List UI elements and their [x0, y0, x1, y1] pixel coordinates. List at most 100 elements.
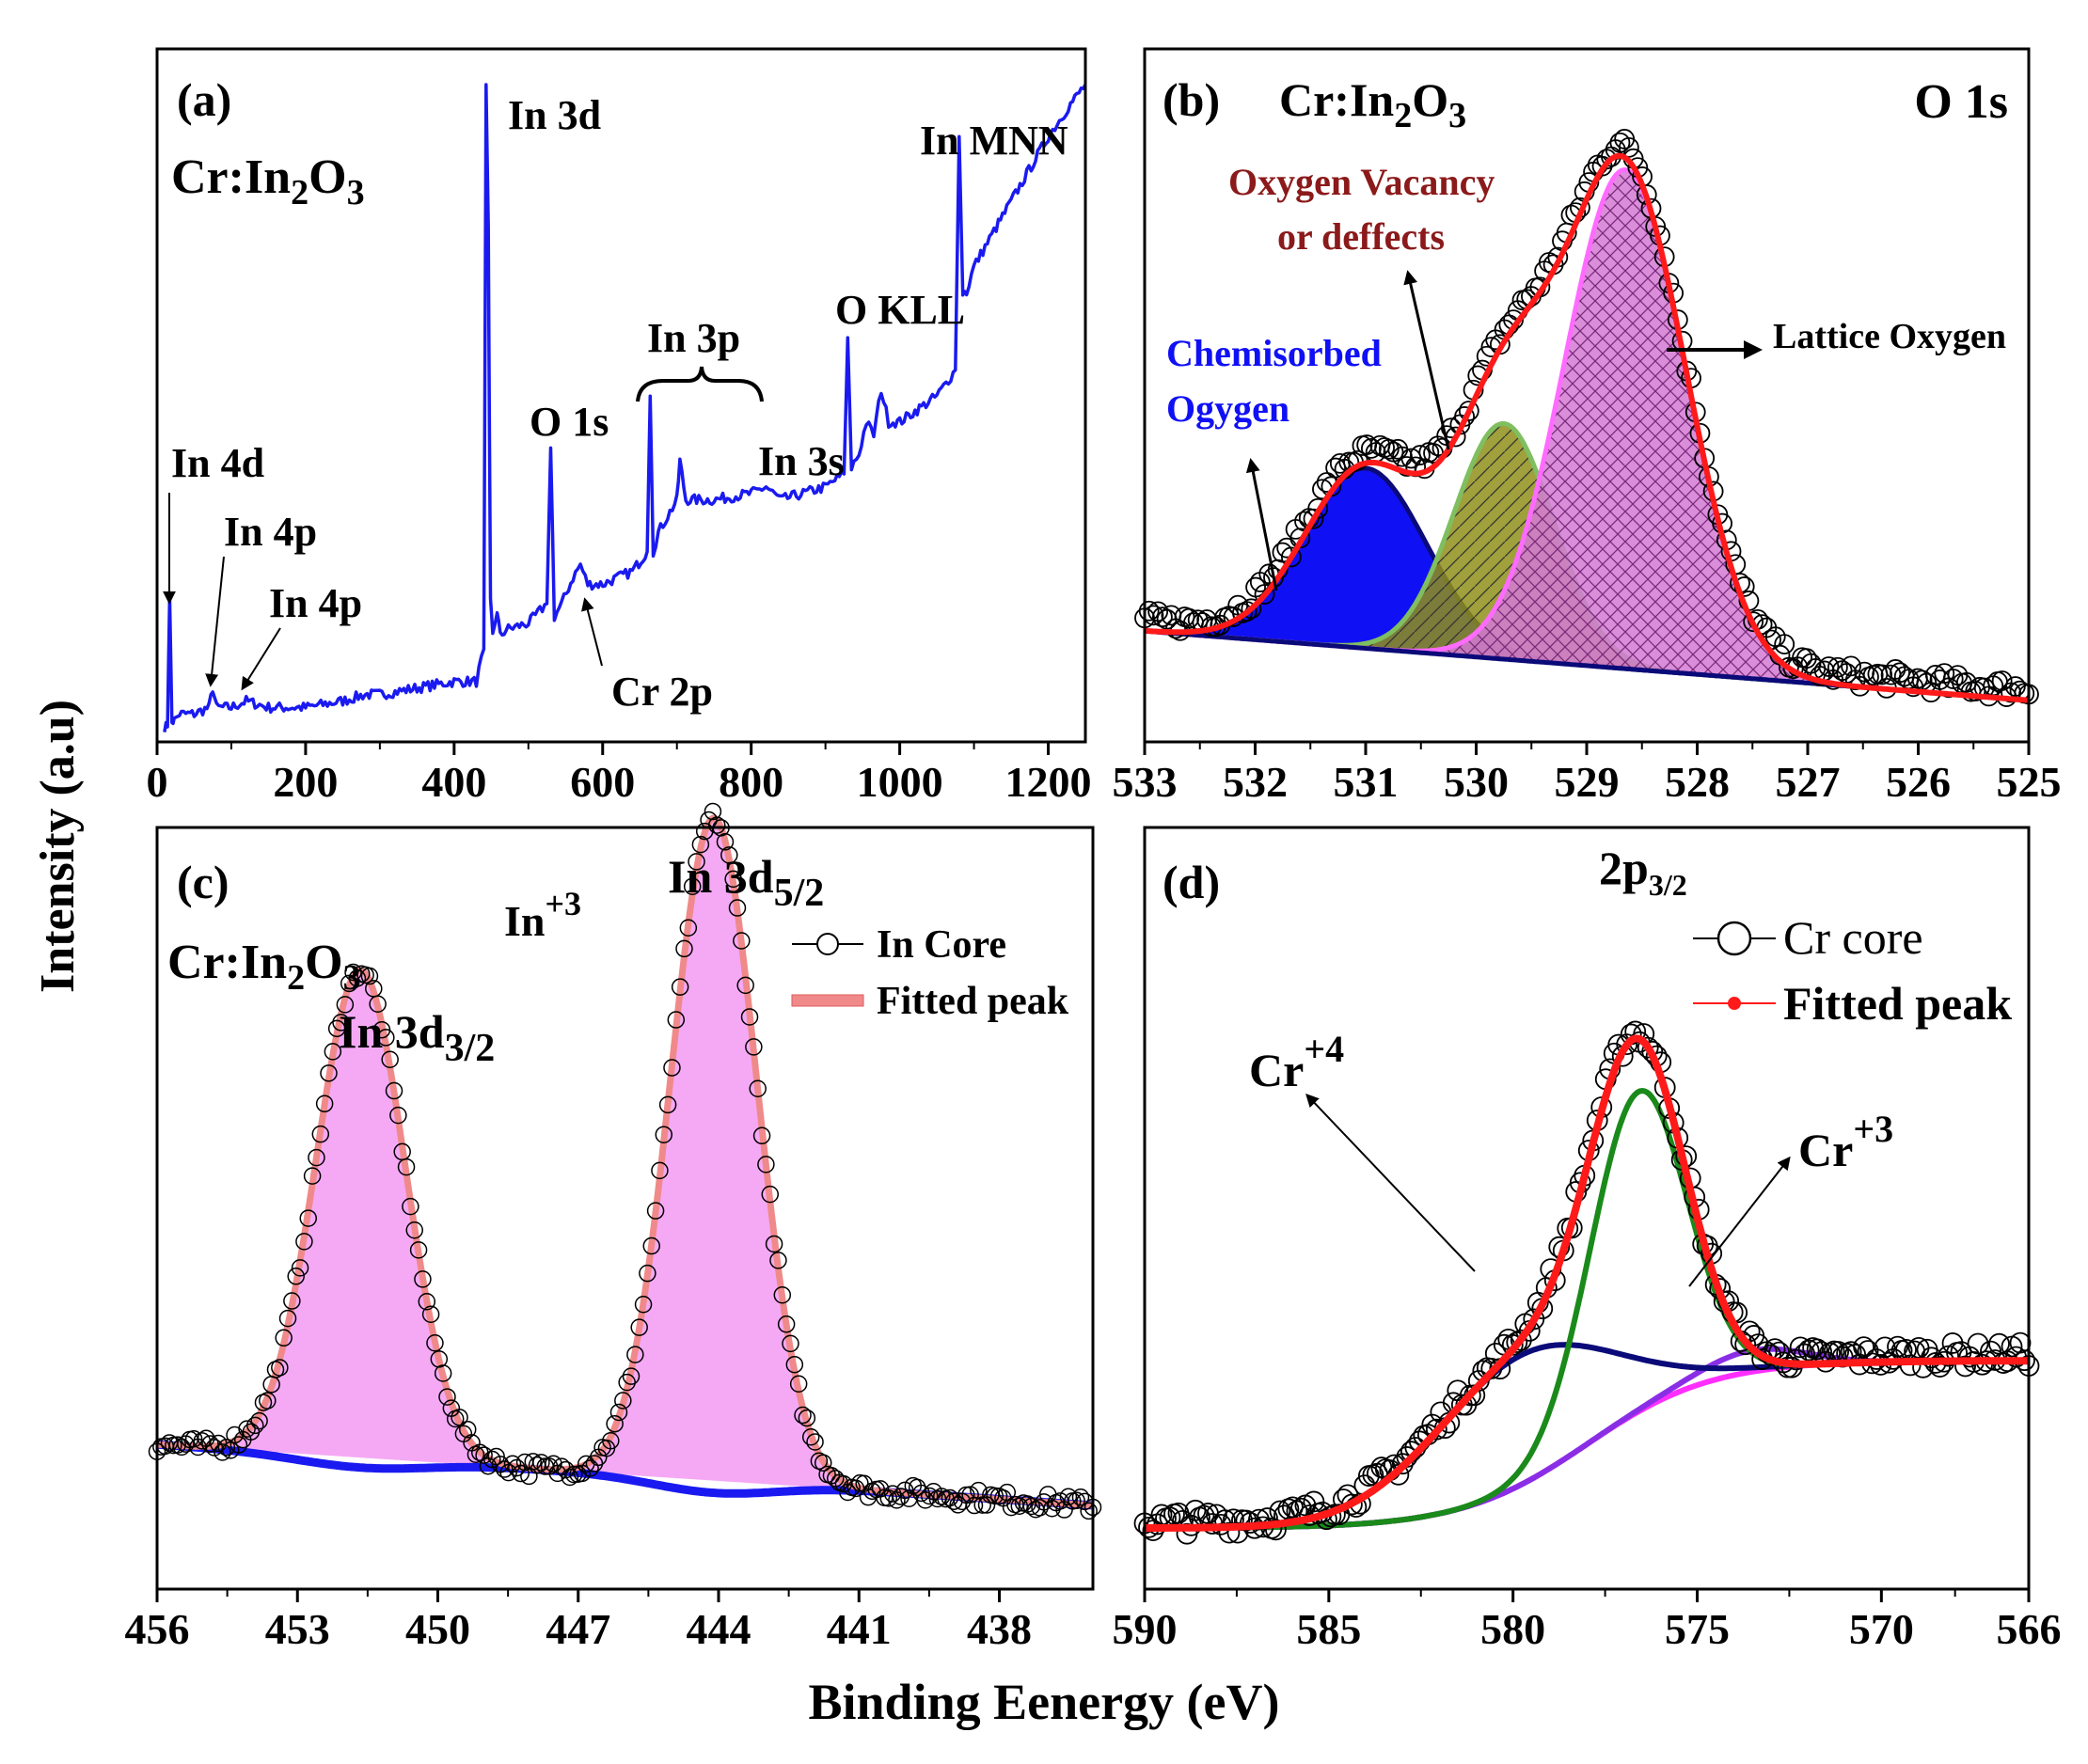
in3d-data-point — [1031, 1499, 1049, 1517]
panel-d-xtick-label-590: 590 — [1113, 1605, 1178, 1653]
in3d-data-point — [777, 1315, 796, 1333]
annotation-or-deffects: or deffects — [1277, 215, 1445, 258]
cr2p-data-point — [1806, 1338, 1828, 1361]
in3d-data-point — [271, 1359, 289, 1377]
panel-c-xtick-label-456: 456 — [125, 1605, 190, 1653]
legend-fitted-peak-label-d: Fitted peak — [1783, 977, 2012, 1030]
in3d-data-point — [801, 1428, 820, 1446]
in3d-data-point — [1071, 1488, 1090, 1506]
o1s-data-point — [1178, 607, 1200, 629]
panel-d-xtick-label-566: 566 — [1997, 1605, 2062, 1653]
in3d-data-point — [308, 1148, 325, 1167]
cr2p-data-point — [1391, 1453, 1414, 1475]
panel-c-oxidation: In+3 — [504, 885, 581, 945]
cr2p-data-point — [1480, 1357, 1503, 1379]
in3d-data-point — [704, 802, 722, 821]
panel-a-xtick-label-600: 600 — [570, 758, 635, 806]
annotation-ogygen: Ogygen — [1166, 387, 1289, 430]
in3d-data-point — [1068, 1491, 1085, 1510]
in3d-data-point — [532, 1454, 550, 1472]
o1s-data-point — [1774, 634, 1795, 654]
survey-spectrum-line — [163, 83, 1087, 732]
in3d-data-point — [287, 1268, 305, 1285]
arrow-cr-2p — [581, 597, 603, 667]
cr2p-data-point — [1789, 1336, 1811, 1359]
in3d-data-point — [561, 1468, 579, 1487]
annotation-in-4d: In 4d — [171, 440, 264, 486]
in3d-data-point — [389, 1106, 407, 1125]
in3d-data-point — [691, 835, 710, 854]
panel-a-xtick-label-200: 200 — [273, 758, 338, 806]
in3d-data-point — [651, 1161, 669, 1180]
annotation-oxygen-vacancy: Oxygen Vacancy — [1228, 161, 1495, 203]
arrow-oxygen-vacancy — [1403, 270, 1450, 450]
in3d-data-point — [683, 877, 702, 895]
cr2p-data-point — [1734, 1333, 1757, 1356]
in3d-data-point — [630, 1318, 648, 1336]
panel-b-xtick-label-531: 531 — [1334, 758, 1399, 806]
lattice-oxygen-area-hatch — [1145, 169, 2029, 701]
in3d-data-point — [733, 932, 751, 950]
panel-c-xtick-label-444: 444 — [687, 1605, 751, 1653]
in3d-data-point — [291, 1259, 309, 1277]
brace-in-3p — [636, 366, 764, 402]
in3d-data-point — [512, 1464, 530, 1483]
in3d-data-point — [622, 1367, 641, 1385]
in3d-data-point — [663, 1059, 681, 1077]
in3d-data-point — [736, 976, 754, 995]
in3d-data-point — [524, 1453, 542, 1471]
in3d-data-point — [426, 1334, 444, 1352]
panel-c-xtick-label-447: 447 — [546, 1605, 610, 1653]
in3d-data-point — [324, 1043, 342, 1061]
in3d-data-point — [920, 1487, 939, 1505]
panel-a-marks — [163, 83, 1087, 732]
in3d-data-point — [385, 1081, 403, 1100]
in3d-data-point — [315, 1095, 334, 1113]
in3d-data-point — [740, 1008, 759, 1026]
panel-d-peak-label: 2p3/2 — [1599, 842, 1687, 902]
in3d-data-point — [782, 1334, 799, 1353]
o1s-data-point — [1236, 601, 1258, 622]
annotation-o-1s: O 1s — [530, 399, 609, 445]
peak-label-in-3d52: In 3d5/2 — [668, 850, 824, 915]
legend-fitted-peak-marker-d — [1728, 997, 1741, 1010]
legend-in-core-marker — [816, 933, 839, 955]
in3d-data-point — [879, 1489, 898, 1507]
in3d-data-point — [1022, 1497, 1041, 1516]
cr2p-data-point — [1637, 1036, 1659, 1059]
annotation-in-3p: In 3p — [647, 315, 740, 361]
in3d-data-point — [499, 1463, 517, 1482]
panel-c-xtick-label-441: 441 — [827, 1605, 892, 1653]
in3d-data-point — [438, 1388, 456, 1406]
in3d-data-point — [229, 1436, 248, 1454]
in3d-data-point — [769, 1252, 787, 1269]
cr4-component-line — [1145, 1342, 2029, 1531]
o1s-data-point — [1841, 655, 1861, 677]
annotation-in-4p-1: In 4p — [224, 509, 317, 555]
annotation-in-3s: In 3s — [758, 438, 845, 484]
in3d-data-point — [720, 846, 738, 864]
o1s-envelope-fit — [1144, 152, 2030, 703]
panel-a-xtick-label-400: 400 — [421, 758, 486, 806]
annotation-cr4: Cr+4 — [1249, 1028, 1344, 1096]
cr2p-data-point — [1282, 1496, 1304, 1519]
in3d-data-point — [246, 1416, 264, 1435]
in3d-data-point — [773, 1285, 792, 1304]
in3d-data-point — [405, 1221, 423, 1239]
o1s-data-point — [1618, 136, 1639, 158]
in3d-data-point — [214, 1443, 231, 1461]
panel-b-xtick-label-530: 530 — [1444, 758, 1509, 806]
annotation-chemisorbed: Chemisorbed — [1166, 332, 1382, 374]
cr2p-data-point — [1425, 1418, 1447, 1441]
panel-b-xtick-label-525: 525 — [1997, 758, 2062, 806]
cr2p-fitted-peak — [1145, 1034, 2029, 1532]
in3d-peak-fill-2 — [518, 818, 910, 1494]
arrow-in-4p-1 — [205, 556, 225, 687]
in3d-data-point — [266, 1361, 285, 1378]
in3d-data-point — [639, 1264, 656, 1283]
panel-b-core-level: O 1s — [1914, 75, 2008, 129]
cr2p-data-point — [1941, 1332, 1964, 1354]
in3d-data-point — [451, 1409, 468, 1426]
in3d-data-point — [806, 1433, 824, 1451]
in3d-data-point — [798, 1409, 816, 1427]
